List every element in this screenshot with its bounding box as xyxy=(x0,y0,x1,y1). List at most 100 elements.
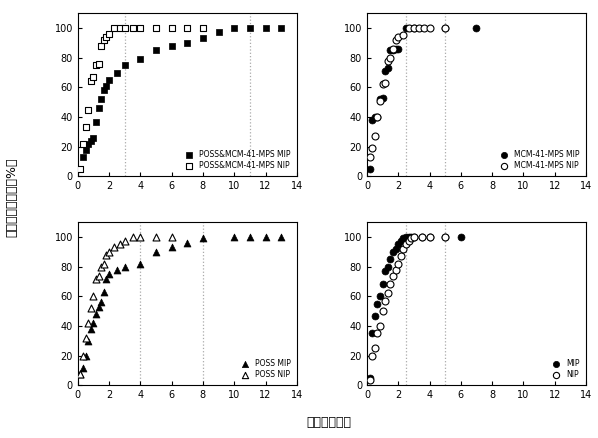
NIP xyxy=(407,235,416,242)
POSS&MCM-41-MPS NIP xyxy=(151,25,161,32)
POSS&MCM-41-MPS NIP xyxy=(198,25,208,32)
POSS&MCM-41-MPS NIP xyxy=(89,74,98,81)
POSS&MCM-41-MPS NIP xyxy=(104,30,114,37)
POSS&MCM-41-MPS MIP xyxy=(120,62,130,69)
MCM-41-MPS MIP xyxy=(383,64,392,71)
MIP xyxy=(391,245,401,252)
POSS&MCM-41-MPS MIP xyxy=(102,82,111,89)
POSS&MCM-41-MPS NIP xyxy=(128,25,138,32)
POSS&MCM-41-MPS MIP xyxy=(84,140,93,147)
POSS&MCM-41-MPS MIP xyxy=(94,105,103,112)
MCM-41-MPS NIP xyxy=(414,25,424,32)
MCM-41-MPS NIP xyxy=(440,25,450,32)
MIP xyxy=(456,233,466,240)
POSS NIP xyxy=(104,248,114,255)
POSS MIP xyxy=(89,320,98,327)
MCM-41-MPS MIP xyxy=(386,47,395,54)
NIP xyxy=(386,281,395,288)
MIP xyxy=(367,330,377,337)
POSS&MCM-41-MPS NIP xyxy=(75,166,85,173)
MCM-41-MPS NIP xyxy=(404,25,413,32)
MCM-41-MPS NIP xyxy=(391,36,401,43)
NIP xyxy=(365,376,374,383)
POSS MIP xyxy=(99,288,109,295)
MIP xyxy=(401,233,411,240)
MCM-41-MPS MIP xyxy=(370,113,380,120)
POSS&MCM-41-MPS MIP xyxy=(245,25,255,32)
POSS&MCM-41-MPS NIP xyxy=(94,60,103,67)
NIP xyxy=(383,290,392,297)
NIP xyxy=(373,330,382,337)
MIP xyxy=(440,233,450,240)
Legend: MIP, NIP: MIP, NIP xyxy=(547,357,582,381)
MCM-41-MPS NIP xyxy=(425,25,434,32)
MCM-41-MPS MIP xyxy=(393,45,403,52)
POSS NIP xyxy=(151,233,161,240)
NIP xyxy=(399,245,408,252)
POSS&MCM-41-MPS MIP xyxy=(78,154,88,161)
MCM-41-MPS NIP xyxy=(388,45,398,52)
POSS&MCM-41-MPS MIP xyxy=(86,137,96,144)
POSS NIP xyxy=(89,293,98,300)
NIP xyxy=(396,253,405,260)
POSS&MCM-41-MPS MIP xyxy=(112,69,121,76)
NIP xyxy=(440,233,450,240)
POSS&MCM-41-MPS NIP xyxy=(78,140,88,147)
POSS&MCM-41-MPS MIP xyxy=(96,96,106,103)
MIP xyxy=(375,293,385,300)
POSS NIP xyxy=(102,251,111,258)
POSS NIP xyxy=(86,305,96,312)
MIP xyxy=(399,235,408,242)
MIP xyxy=(380,268,390,275)
MCM-41-MPS MIP xyxy=(401,25,411,32)
POSS NIP xyxy=(81,335,90,342)
POSS&MCM-41-MPS MIP xyxy=(230,25,239,32)
POSS MIP xyxy=(104,271,114,278)
POSS MIP xyxy=(230,233,239,240)
POSS MIP xyxy=(84,337,93,344)
MCM-41-MPS MIP xyxy=(367,117,377,124)
NIP xyxy=(393,260,403,267)
Text: 药物累计释放量（%）: 药物累计释放量（%） xyxy=(5,157,19,237)
POSS MIP xyxy=(96,299,106,306)
POSS NIP xyxy=(91,275,101,282)
MCM-41-MPS MIP xyxy=(440,25,450,32)
POSS&MCM-41-MPS MIP xyxy=(91,118,101,125)
POSS&MCM-41-MPS NIP xyxy=(91,62,101,69)
POSS MIP xyxy=(78,364,88,371)
MCM-41-MPS NIP xyxy=(378,81,388,88)
MIP xyxy=(373,300,382,307)
NIP xyxy=(375,322,385,329)
POSS MIP xyxy=(91,311,101,318)
MCM-41-MPS NIP xyxy=(373,113,382,120)
POSS NIP xyxy=(136,233,145,240)
POSS MIP xyxy=(198,235,208,242)
POSS MIP xyxy=(182,240,192,247)
POSS MIP xyxy=(276,233,286,240)
MCM-41-MPS NIP xyxy=(370,133,380,140)
MIP xyxy=(393,241,403,248)
MIP xyxy=(425,233,434,240)
MIP xyxy=(378,281,388,288)
POSS MIP xyxy=(120,263,130,270)
POSS&MCM-41-MPS NIP xyxy=(136,25,145,32)
POSS MIP xyxy=(112,266,121,273)
MCM-41-MPS MIP xyxy=(365,166,374,173)
MIP xyxy=(396,238,405,245)
POSS&MCM-41-MPS MIP xyxy=(151,47,161,54)
MCM-41-MPS NIP xyxy=(386,54,395,61)
NIP xyxy=(409,233,419,240)
Legend: MCM-41-MPS MIP, MCM-41-MPS NIP: MCM-41-MPS MIP, MCM-41-MPS NIP xyxy=(495,148,582,173)
MCM-41-MPS NIP xyxy=(380,79,390,86)
MCM-41-MPS MIP xyxy=(409,25,419,32)
MIP xyxy=(386,256,395,263)
POSS&MCM-41-MPS MIP xyxy=(182,39,192,46)
POSS&MCM-41-MPS NIP xyxy=(81,124,90,131)
POSS&MCM-41-MPS MIP xyxy=(261,25,270,32)
POSS&MCM-41-MPS MIP xyxy=(198,35,208,42)
POSS&MCM-41-MPS MIP xyxy=(99,87,109,94)
POSS&MCM-41-MPS NIP xyxy=(109,25,119,32)
POSS&MCM-41-MPS MIP xyxy=(104,77,114,84)
MIP xyxy=(383,263,392,270)
POSS MIP xyxy=(75,370,85,377)
